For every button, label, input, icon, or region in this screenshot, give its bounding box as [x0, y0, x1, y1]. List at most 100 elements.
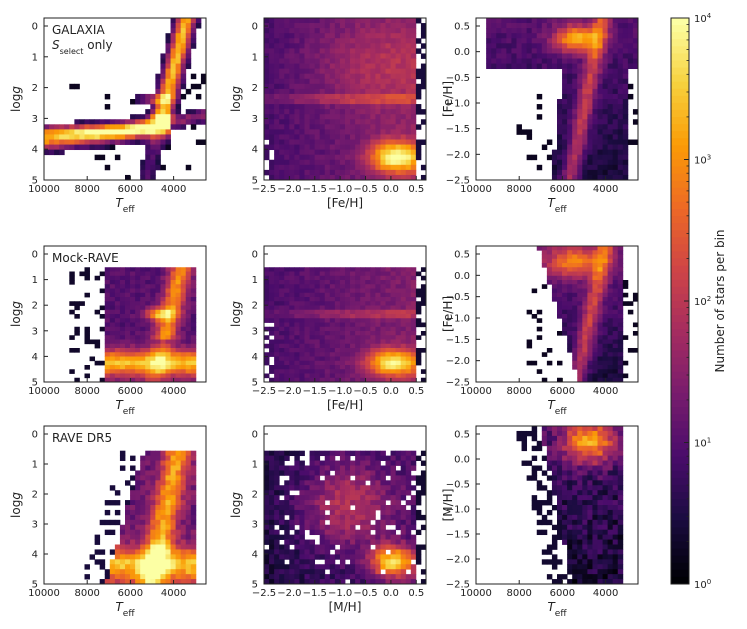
heatmap-cell [491, 53, 497, 59]
heatmap-cell [607, 331, 614, 336]
heatmap-cell [587, 339, 593, 345]
heatmap-cell [350, 109, 356, 115]
heatmap-cell [587, 33, 593, 39]
heatmap-cell [592, 68, 598, 75]
y-tick-label: 0.5 [454, 22, 470, 33]
heatmap-cell [145, 99, 151, 105]
heatmap-cell [145, 509, 151, 516]
heatmap-cell [345, 505, 351, 511]
heatmap-cell [390, 99, 397, 105]
heatmap-cell [597, 318, 603, 323]
heatmap-cell [304, 318, 310, 323]
heatmap-cell [577, 48, 583, 54]
heatmap-cell [160, 455, 166, 461]
heatmap-cell [587, 369, 593, 374]
heatmap-cell [385, 275, 391, 281]
heatmap-cell [400, 322, 407, 328]
heatmap-cell [360, 490, 366, 496]
heatmap-cell [289, 68, 295, 75]
heatmap-cell [551, 159, 558, 166]
heatmap-cell [309, 331, 316, 336]
heatmap-cell [360, 331, 366, 336]
heatmap-cell [304, 288, 310, 294]
heatmap-cell [294, 58, 300, 64]
heatmap-cell [582, 144, 588, 151]
heatmap-cell [541, 38, 548, 44]
heatmap-cell [365, 485, 371, 491]
heatmap-cell [582, 124, 588, 130]
heatmap-cell [375, 129, 381, 135]
heatmap-cell [304, 48, 310, 54]
heatmap-cell [279, 38, 285, 44]
heatmap-cell [592, 114, 598, 120]
heatmap-cell [274, 549, 280, 555]
heatmap-cell [405, 373, 412, 379]
heatmap-cell [175, 365, 182, 370]
heatmap-cell [612, 284, 619, 289]
heatmap-cell [160, 88, 166, 95]
heatmap-cell [380, 88, 386, 95]
heatmap-cell [269, 297, 275, 302]
y-tick-label: 0.5 [454, 250, 470, 261]
heatmap-cell [370, 154, 376, 161]
heatmap-cell [309, 343, 316, 349]
heatmap-cell [572, 360, 578, 366]
heatmap-cell [170, 331, 177, 336]
heatmap-cell [109, 288, 116, 294]
heatmap-cell [617, 335, 624, 340]
heatmap-cell [145, 544, 151, 550]
heatmap-cell [165, 373, 171, 379]
heatmap-cell [314, 58, 321, 64]
heatmap-cell [562, 263, 568, 268]
heatmap-cell [390, 549, 397, 555]
heatmap-cell [339, 38, 346, 44]
heatmap-cell [130, 275, 136, 281]
heatmap-cell [264, 271, 270, 277]
heatmap-cell [130, 505, 136, 511]
heatmap-cell [334, 154, 341, 161]
heatmap-cell [607, 124, 614, 130]
heatmap-cell [269, 475, 275, 481]
heatmap-cell [612, 271, 619, 277]
heatmap-cell [269, 139, 275, 145]
heatmap-cell [324, 73, 331, 80]
heatmap-cell [165, 104, 171, 110]
heatmap-cell [130, 301, 136, 306]
heatmap-cell [521, 43, 528, 49]
heatmap-cell [294, 275, 300, 281]
heatmap-cell [145, 460, 151, 466]
heatmap-cell [289, 514, 295, 521]
heatmap-cell [119, 134, 126, 140]
heatmap-cell [284, 509, 290, 516]
heatmap-cell [324, 129, 331, 135]
heatmap-cell [546, 38, 553, 44]
heatmap-cell [355, 271, 361, 277]
heatmap-cell [380, 38, 386, 44]
heatmap-cell [150, 124, 156, 130]
heatmap-cell [370, 365, 376, 370]
heatmap-cell [185, 559, 192, 565]
heatmap-cell [420, 331, 427, 336]
heatmap-cell [390, 460, 397, 466]
heatmap-cell [165, 352, 171, 357]
heatmap-cell [632, 292, 639, 298]
heatmap-cell [160, 514, 166, 521]
heatmap-cell [304, 509, 310, 516]
heatmap-cell [380, 18, 386, 24]
heatmap-cell [269, 348, 275, 353]
heatmap-cell [572, 18, 578, 24]
heatmap-cell [390, 104, 397, 110]
heatmap-cell [119, 539, 126, 545]
heatmap-cell [304, 554, 310, 560]
heatmap-cell [355, 500, 361, 506]
heatmap-cell [365, 539, 371, 545]
heatmap-cell [165, 524, 171, 531]
heatmap-cell [114, 267, 121, 272]
heatmap-cell [385, 63, 391, 70]
heatmap-cell [546, 271, 553, 277]
heatmap-cell [345, 68, 351, 75]
heatmap-cell [299, 159, 305, 166]
heatmap-cell [185, 339, 192, 345]
heatmap-cell [365, 460, 371, 466]
heatmap-cell [190, 322, 197, 328]
